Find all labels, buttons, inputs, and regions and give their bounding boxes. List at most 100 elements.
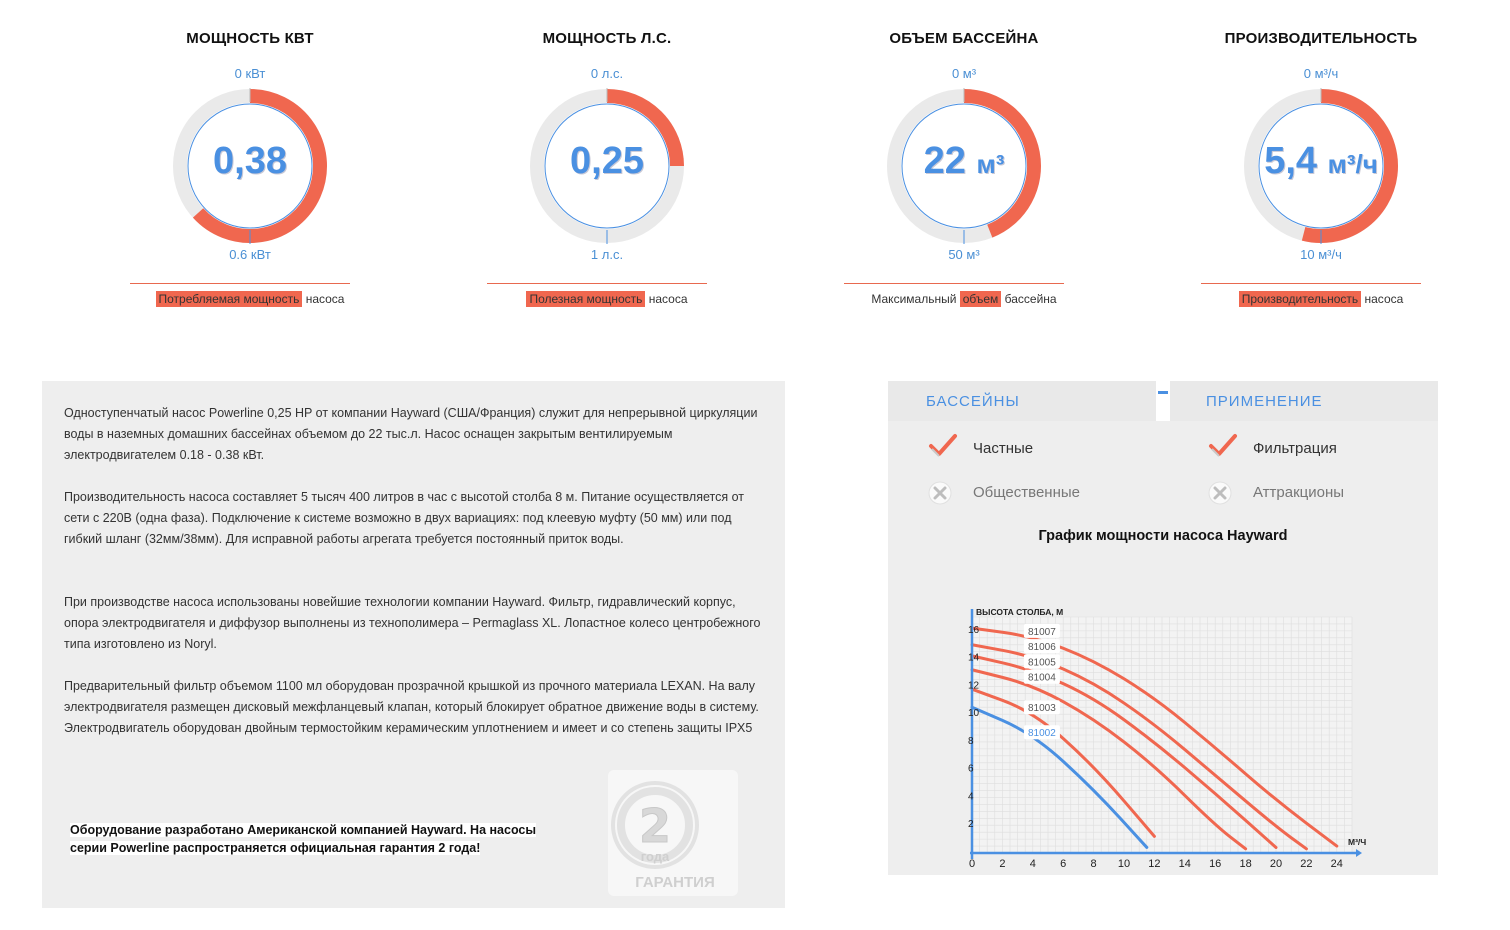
gauge-title: МОЩНОСТЬ КВТ bbox=[186, 30, 314, 47]
series-label-box bbox=[1023, 725, 1060, 740]
usage-item: Общественные bbox=[973, 484, 1080, 501]
gauge-max-label: 50 м³ bbox=[948, 247, 980, 262]
y-tick-label: 4 bbox=[968, 791, 974, 802]
caption-highlight: Потребляемая мощность bbox=[155, 291, 303, 307]
gauge-number: 5,4 bbox=[1264, 140, 1318, 182]
chart-title: График мощности насоса Hayward bbox=[1038, 528, 1288, 544]
x-tick-label: 4 bbox=[1030, 858, 1036, 870]
warranty-badge: 2 года ГАРАНТИЯ bbox=[608, 770, 738, 896]
gauge-caption: Потребляемая мощность насоса bbox=[120, 291, 380, 307]
series-label: 81007 bbox=[1028, 627, 1056, 638]
description-paragraph-4: Предварительный фильтр объемом 1100 мл о… bbox=[64, 679, 759, 735]
gauge-number: 22 bbox=[923, 140, 966, 182]
series-line-81005 bbox=[970, 654, 1278, 849]
caption-suffix: насоса bbox=[1361, 292, 1404, 306]
usage-panel: БАССЕЙНЫ ПРИМЕНЕНИЕ Частные Общественные Ф… bbox=[888, 381, 1438, 875]
x-tick-label: 14 bbox=[1179, 858, 1191, 870]
gauge-max-label: 1 л.с. bbox=[590, 247, 624, 262]
gauge-progress-arc bbox=[963, 89, 1041, 238]
applications-header[interactable]: ПРИМЕНЕНИЕ bbox=[1206, 393, 1323, 410]
x-tick-label: 22 bbox=[1300, 858, 1312, 870]
gauge-inner-circle bbox=[1258, 103, 1384, 229]
gauge-dial bbox=[1244, 88, 1398, 244]
gauge-caption: Максимальный объем бассейна bbox=[834, 291, 1094, 307]
x-tick-label: 6 bbox=[1060, 858, 1066, 870]
cross-icon bbox=[1208, 481, 1232, 510]
gauge-min-label: 0 кВт bbox=[234, 66, 266, 81]
x-tick-label: 24 bbox=[1331, 858, 1343, 870]
usage-tabs: БАССЕЙНЫ ПРИМЕНЕНИЕ bbox=[888, 381, 1438, 421]
gauge-divider bbox=[487, 283, 707, 284]
gauge-value: 5,4 м³/ч bbox=[1191, 140, 1451, 183]
y-axis-label: ВЫСОТА СТОЛБА, М bbox=[976, 607, 1063, 617]
warranty-number: 2 bbox=[639, 799, 671, 853]
y-tick-label: 2 bbox=[968, 819, 974, 830]
gauge-inner-circle bbox=[544, 103, 670, 229]
x-tick-label: 10 bbox=[1118, 858, 1130, 870]
series-label: 81006 bbox=[1028, 642, 1056, 653]
caption-highlight: объем bbox=[959, 291, 1002, 307]
gauge-title: МОЩНОСТЬ Л.С. bbox=[542, 30, 672, 47]
gauge-dial bbox=[173, 88, 327, 244]
series-label: 81003 bbox=[1028, 703, 1056, 714]
gauge-value: 0,38 bbox=[120, 140, 380, 183]
gauge-progress-arc bbox=[1301, 89, 1398, 243]
chart-x-arrow bbox=[1356, 849, 1362, 857]
y-tick-label: 8 bbox=[968, 736, 974, 747]
caption-suffix: насоса bbox=[302, 292, 345, 306]
pools-header[interactable]: БАССЕЙНЫ bbox=[926, 393, 1020, 410]
series-label-box bbox=[1023, 639, 1060, 654]
gauge-max-label: 0.6 кВт bbox=[229, 247, 271, 262]
check-icon bbox=[1208, 433, 1238, 464]
gauge-title: ОБЪЕМ БАССЕЙНА bbox=[889, 30, 1039, 47]
description-panel: Одноступенчатый насос Powerline 0,25 HP … bbox=[42, 381, 785, 908]
description-paragraph-2: Производительность насоса составляет 5 т… bbox=[64, 490, 744, 546]
series-line-81007 bbox=[970, 626, 1339, 848]
gauge-dial bbox=[887, 88, 1041, 244]
x-tick-label: 8 bbox=[1091, 858, 1097, 870]
series-line-81003 bbox=[970, 687, 1156, 838]
x-axis-label: М³/Ч bbox=[1348, 837, 1366, 847]
series-label-box bbox=[1023, 623, 1060, 638]
usage-item: Фильтрация bbox=[1253, 440, 1337, 457]
gauge-caption: Полезная мощность насоса bbox=[477, 291, 737, 307]
warranty-label: ГАРАНТИЯ bbox=[635, 874, 714, 891]
y-tick-label: 6 bbox=[968, 764, 974, 775]
series-line-81006 bbox=[970, 643, 1308, 851]
gauge-dial bbox=[530, 88, 684, 244]
warranty-note: Оборудование разработано Американской ко… bbox=[70, 821, 570, 857]
gauge-max-label: 10 м³/ч bbox=[1300, 247, 1342, 262]
y-tick-label: 14 bbox=[968, 653, 980, 664]
warranty-note-text: Оборудование разработано Американской ко… bbox=[70, 823, 537, 855]
gauge-number: 0,25 bbox=[570, 140, 644, 182]
gauge-divider bbox=[844, 283, 1064, 284]
description-paragraph-3: При производстве насоса использованы нов… bbox=[64, 595, 761, 651]
series-line-81002 bbox=[970, 705, 1149, 849]
y-tick-label: 16 bbox=[968, 625, 980, 636]
gauge-inner-circle bbox=[901, 103, 1027, 229]
gauge-caption: Производительность насоса bbox=[1191, 291, 1451, 307]
gauge-divider bbox=[1201, 283, 1421, 284]
gauge-unit: м³/ч bbox=[1327, 149, 1378, 179]
gauge-value: 22 м³ bbox=[834, 140, 1094, 183]
caption-highlight: Полезная мощность bbox=[526, 291, 646, 307]
gauge-inner-circle bbox=[187, 103, 313, 229]
series-label: 81002 bbox=[1028, 728, 1056, 739]
gauge-divider bbox=[130, 283, 350, 284]
gauge-min-label: 0 м³ bbox=[951, 66, 977, 81]
gauge-progress-arc bbox=[606, 89, 684, 167]
pump-chart: 81007 81006 81005 81004 81003 81002 0 2 4 6 8 10 12 1… bbox=[958, 591, 1368, 886]
gauge-min-label: 0 м³/ч bbox=[1303, 66, 1339, 81]
series-label-box bbox=[1023, 669, 1060, 684]
series-label: 81005 bbox=[1028, 657, 1056, 668]
gauge-number: 0,38 bbox=[213, 140, 287, 182]
series-label-box bbox=[1023, 700, 1060, 715]
y-tick-label: 10 bbox=[968, 708, 980, 719]
caption-suffix: бассейна bbox=[1001, 292, 1057, 306]
x-tick-label: 2 bbox=[999, 858, 1005, 870]
tab-marker bbox=[1158, 381, 1168, 394]
series-label-box bbox=[1023, 654, 1060, 669]
gauge-title: ПРОИЗВОДИТЕЛЬНОСТЬ bbox=[1224, 30, 1418, 47]
usage-item: Аттракционы bbox=[1253, 484, 1345, 501]
